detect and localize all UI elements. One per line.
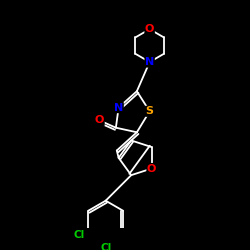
Text: S: S <box>146 106 154 116</box>
Text: O: O <box>145 24 154 34</box>
Text: N: N <box>145 57 154 67</box>
Text: O: O <box>147 164 156 173</box>
Text: Cl: Cl <box>74 230 85 240</box>
Text: O: O <box>95 116 104 126</box>
Text: N: N <box>114 103 123 113</box>
Text: Cl: Cl <box>100 243 111 250</box>
